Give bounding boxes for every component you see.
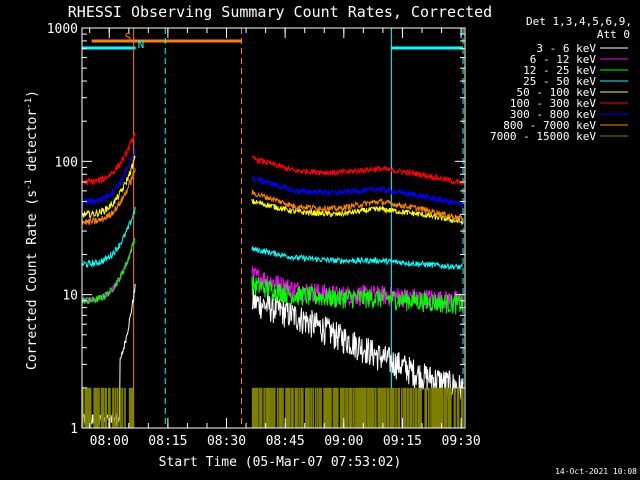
legend-entry-label: 3 - 6 keV — [536, 42, 596, 55]
series-line-post-gap — [251, 275, 464, 315]
x-tick-label: 09:15 — [383, 434, 422, 449]
y-tick-label: 10 — [62, 289, 78, 304]
y-axis-label-main: Corrected Count Rate (s — [25, 190, 40, 370]
legend-detectors-line1: Det 1,3,4,5,6,9, — [526, 15, 632, 28]
x-tick-label: 09:00 — [324, 434, 363, 449]
legend-entry-label: 25 - 50 keV — [523, 75, 596, 88]
timestamp: 14-Oct-2021 10:08 — [555, 467, 637, 476]
series-line-pre-gap — [81, 206, 136, 269]
legend-entry-label: 6 - 12 keV — [530, 53, 597, 66]
y-tick-label: 100 — [55, 155, 78, 170]
series-line-post-gap — [251, 246, 464, 270]
series-line-post-gap — [251, 174, 464, 208]
x-axis: 08:00 08:15 08:30 08:45 09:00 09:15 09:30 — [89, 28, 481, 449]
y-tick-label: 1000 — [47, 22, 78, 37]
y-axis-label-sup2: -1 — [24, 98, 34, 109]
y-axis-label-mid: detector — [25, 109, 40, 180]
y-tick-label: 1 — [70, 422, 78, 437]
flag-label: S — [125, 31, 132, 44]
legend-entry-label: 300 - 800 keV — [510, 108, 596, 121]
series-line-pre-gap — [81, 154, 136, 219]
series-noise-group — [81, 387, 464, 428]
legend-entry-label: 50 - 100 keV — [517, 86, 597, 99]
series-line-post-gap — [251, 155, 464, 186]
legend-entry-label: 800 - 7000 keV — [503, 119, 596, 132]
legend-entry-label: 12 - 25 keV — [523, 64, 596, 77]
series-line-pre-gap — [81, 132, 136, 186]
series-lines — [81, 132, 464, 429]
legend-entry-label: 100 - 300 keV — [510, 97, 596, 110]
x-axis-label: Start Time (05-Mar-07 07:53:02) — [159, 455, 402, 470]
series-line-pre-gap — [81, 238, 136, 305]
legend-entry-label: 7000 - 15000 keV — [490, 130, 596, 143]
series-line-post-gap — [251, 198, 464, 225]
y-axis: 1 10 100 1000 — [47, 22, 465, 437]
y-axis-label-end: ) — [25, 90, 40, 98]
plot-frame — [81, 27, 466, 429]
x-tick-label: 08:00 — [90, 434, 129, 449]
series-line-pre-gap — [81, 168, 136, 226]
x-tick-label: 08:15 — [148, 434, 187, 449]
y-axis-label-sup1: -1 — [24, 179, 34, 190]
x-tick-label: 09:30 — [442, 434, 481, 449]
series-line-post-gap — [251, 288, 464, 400]
series-line-post-gap — [251, 189, 464, 222]
flag-label: N — [138, 38, 145, 51]
x-tick-label: 08:45 — [266, 434, 305, 449]
x-tick-label: 08:30 — [207, 434, 246, 449]
legend-detectors-line2: Att 0 — [597, 28, 630, 41]
series-line-pre-gap — [81, 148, 136, 207]
y-axis-label: Corrected Count Rate (s-1 detector-1) — [24, 90, 40, 370]
flag-bars: SN — [82, 31, 464, 51]
chart-title: RHESSI Observing Summary Count Rates, Co… — [68, 3, 492, 21]
